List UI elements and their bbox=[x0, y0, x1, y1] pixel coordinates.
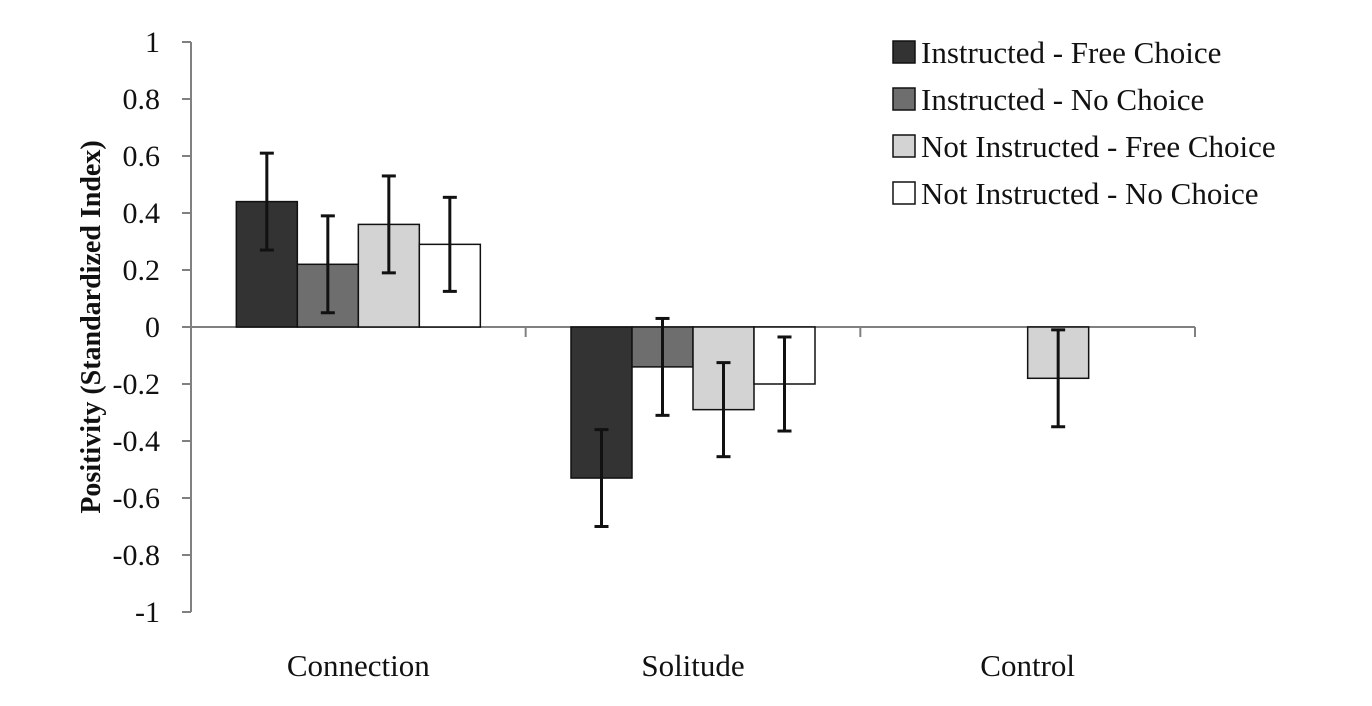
y-axis-title: Positivity (Standardized Index) bbox=[76, 140, 107, 513]
legend-label: Not Instructed - Free Choice bbox=[921, 129, 1276, 164]
category-label: Solitude bbox=[641, 648, 744, 683]
error-bars bbox=[259, 151, 1066, 528]
y-tick-label: 0 bbox=[145, 311, 160, 344]
legend-label: Instructed - No Choice bbox=[921, 82, 1204, 117]
legend-label: Not Instructed - No Choice bbox=[921, 176, 1258, 211]
y-tick-label: -0.6 bbox=[113, 482, 161, 515]
y-tick-label: 0.6 bbox=[123, 140, 161, 173]
y-tick-label: 0.8 bbox=[123, 83, 161, 116]
category-label: Connection bbox=[287, 648, 430, 683]
y-tick-label: -0.4 bbox=[113, 425, 161, 458]
y-tick-label: 0.4 bbox=[123, 197, 161, 230]
axis-labels: 1 0.8 0.6 0.4 0.2 0 -0.2 -0.4 -0.6 -0.8 -1 Connecti… bbox=[113, 26, 1076, 683]
legend-swatch bbox=[892, 181, 916, 205]
y-tick-label: -1 bbox=[135, 596, 160, 629]
y-tick-label: 1 bbox=[145, 26, 160, 59]
legend-swatch bbox=[892, 87, 916, 111]
legend-swatch bbox=[892, 134, 916, 158]
legend-label: Instructed - Free Choice bbox=[921, 35, 1221, 70]
category-label: Control bbox=[980, 648, 1075, 683]
legend-swatch bbox=[892, 40, 916, 64]
y-tick-label: -0.2 bbox=[113, 368, 161, 401]
legend: Instructed - Free Choice Instructed - No … bbox=[892, 35, 1276, 211]
y-tick-label: 0.2 bbox=[123, 254, 161, 287]
y-tick-label: -0.8 bbox=[113, 539, 161, 572]
